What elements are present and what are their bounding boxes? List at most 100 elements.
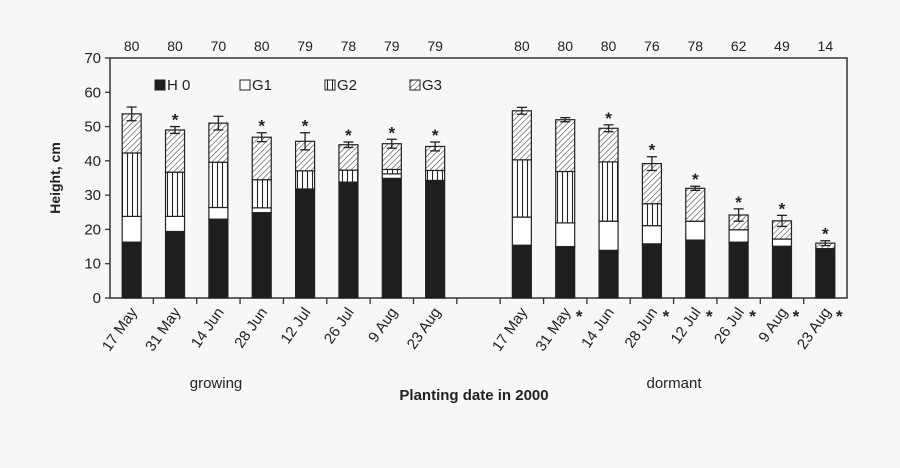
x-tick-label: 26 Jul <box>321 305 358 348</box>
significance-star: * <box>779 199 786 218</box>
x-tick-label: 31 May <box>142 304 184 354</box>
x-tick-label: 31 May <box>532 304 574 354</box>
bar-segment-h0 <box>771 245 793 299</box>
significance-star: * <box>302 117 309 136</box>
legend-swatch <box>324 79 336 91</box>
legend-label: H 0 <box>167 77 190 94</box>
bar-segment-g2 <box>598 161 619 222</box>
label-star: * <box>749 307 756 326</box>
sample-count: 49 <box>774 38 790 54</box>
bar-segment-g3 <box>685 187 706 222</box>
significance-star: * <box>822 225 829 244</box>
y-tick-label: 10 <box>84 256 101 273</box>
y-tick-label: 70 <box>84 50 101 67</box>
significance-star: * <box>388 123 395 142</box>
bar-segment-g1 <box>555 222 576 248</box>
bar-segment-g1 <box>208 206 229 220</box>
y-tick-label: 30 <box>84 187 101 204</box>
bar-segment-g3 <box>251 136 272 181</box>
bar-segment-h0 <box>598 249 619 299</box>
bar-segment-g2 <box>121 152 142 218</box>
x-tick-label: 23 Aug <box>794 305 835 353</box>
legend-label: G3 <box>422 77 442 94</box>
significance-star: * <box>345 126 352 145</box>
bar-segment-g1 <box>164 215 186 233</box>
label-star: * <box>836 307 843 326</box>
sample-count: 14 <box>818 38 834 54</box>
bar-segment-g2 <box>555 170 576 224</box>
sample-count: 80 <box>601 38 617 54</box>
bar-segment-h0 <box>208 218 229 299</box>
y-tick-label: 0 <box>93 290 101 307</box>
legend-label: G1 <box>252 77 272 94</box>
x-tick-label: 26 Jul <box>711 305 748 348</box>
bar-segment-h0 <box>555 245 576 299</box>
bar-segment-g2 <box>425 169 446 181</box>
significance-star: * <box>649 141 656 160</box>
sample-count: 78 <box>341 38 357 54</box>
label-star: * <box>663 307 670 326</box>
bar-segment-g2 <box>381 168 402 175</box>
sample-count: 79 <box>384 38 400 54</box>
sample-count: 80 <box>254 38 270 54</box>
bar-segment-h0 <box>815 248 836 299</box>
x-tick-label: 17 May <box>99 304 141 354</box>
sample-count: 80 <box>557 38 573 54</box>
bar-segment-g3 <box>511 110 532 161</box>
bar-segment-g2 <box>511 159 532 218</box>
bar-segment-g3 <box>598 127 619 163</box>
legend-swatch <box>239 79 251 91</box>
x-tick-label: 9 Aug <box>755 305 791 346</box>
sample-count: 79 <box>297 38 313 54</box>
bar-segment-g2 <box>164 171 186 218</box>
legend-swatch <box>409 79 421 91</box>
bar-segment-g1 <box>771 238 793 247</box>
x-tick-label: 17 May <box>489 304 531 354</box>
sample-count: 80 <box>124 38 140 54</box>
x-tick-label: 23 Aug <box>404 305 445 353</box>
significance-star: * <box>432 126 439 145</box>
x-tick-label: 14 Jun <box>188 305 228 352</box>
sample-count: 80 <box>167 38 183 54</box>
bar-segment-g1 <box>511 216 532 246</box>
bar-segment-g1 <box>251 207 272 214</box>
bar-segment-g1 <box>381 173 402 179</box>
sample-count: 62 <box>731 38 747 54</box>
sample-count: 80 <box>514 38 530 54</box>
bar-segment-h0 <box>294 188 316 299</box>
bar-segment-h0 <box>685 239 706 299</box>
sample-count: 70 <box>211 38 227 54</box>
bar-segment-h0 <box>425 179 446 299</box>
sample-count: 78 <box>687 38 703 54</box>
x-tick-label: 9 Aug <box>365 305 401 346</box>
bar-segment-h0 <box>121 241 142 299</box>
x-tick-label: 28 Jun <box>621 305 661 352</box>
y-tick-label: 40 <box>84 153 101 170</box>
group-label-growing: growing <box>190 375 243 392</box>
y-tick-label: 60 <box>84 84 101 101</box>
legend-label: G2 <box>337 77 357 94</box>
bar-segment-g2 <box>294 170 316 190</box>
significance-star: * <box>692 170 699 189</box>
x-tick-label: 28 Jun <box>231 305 271 352</box>
bar-segment-g1 <box>121 215 142 243</box>
bar-segment-g1 <box>641 225 663 245</box>
x-tick-label: 12 Jul <box>668 305 705 348</box>
significance-star: * <box>258 117 265 136</box>
bar-segment-g1 <box>728 229 749 243</box>
bar-segment-h0 <box>728 241 749 299</box>
x-axis-label: Planting date in 2000 <box>399 387 548 404</box>
label-star: * <box>793 307 800 326</box>
plot-frame <box>109 57 848 299</box>
significance-star: * <box>735 193 742 212</box>
x-tick-label: 14 Jun <box>578 305 618 352</box>
label-star: * <box>576 307 583 326</box>
bar-segment-g2 <box>641 203 663 227</box>
y-tick-label: 20 <box>84 221 101 238</box>
sample-count: 76 <box>644 38 660 54</box>
y-axis-label: Height, cm <box>47 142 63 214</box>
bar-segment-h0 <box>164 230 186 299</box>
sample-count: 79 <box>427 38 443 54</box>
bar-segment-h0 <box>511 244 532 299</box>
